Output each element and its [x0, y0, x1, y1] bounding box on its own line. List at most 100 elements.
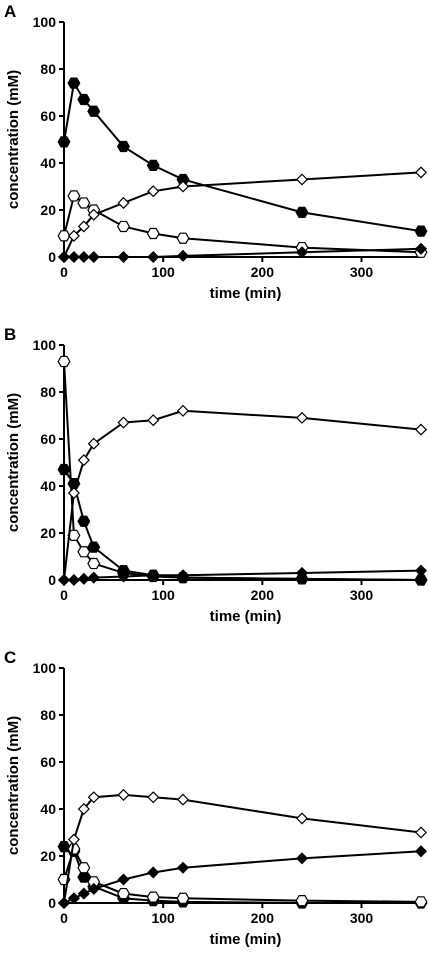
series-filled-diamond [57, 845, 428, 910]
data-point [146, 159, 160, 171]
data-point [57, 250, 71, 264]
data-point [67, 843, 81, 855]
y-tick-label: 0 [48, 572, 56, 588]
x-tick-label: 300 [350, 264, 374, 280]
data-point [67, 190, 81, 202]
series-line [63, 361, 422, 581]
data-point [87, 250, 100, 264]
y-tick-label: 80 [40, 707, 56, 723]
data-point [87, 791, 100, 804]
x-tick-label: 0 [60, 910, 68, 926]
series-line [64, 247, 422, 258]
data-point [77, 572, 90, 585]
data-point [87, 571, 100, 584]
data-point [147, 185, 160, 198]
x-tick-label: 200 [251, 587, 275, 603]
data-point [77, 802, 90, 816]
data-point [147, 791, 160, 804]
series-open-diamond [57, 166, 428, 264]
data-point [414, 574, 428, 586]
data-point [176, 180, 190, 193]
data-point [57, 896, 71, 910]
data-point [87, 208, 100, 221]
data-point [176, 249, 190, 262]
series-filled-hexagon [57, 840, 428, 909]
data-point [67, 77, 81, 89]
x-tick-label: 0 [60, 587, 68, 603]
y-tick-label: 0 [48, 895, 56, 911]
data-point [176, 861, 190, 874]
data-point [414, 423, 428, 436]
data-point [176, 404, 190, 417]
series-line [63, 468, 422, 581]
data-point [57, 230, 71, 242]
series-line [63, 793, 422, 904]
data-point [176, 892, 190, 904]
data-point [414, 826, 428, 839]
y-tick-label: 100 [33, 14, 57, 30]
data-point [414, 242, 428, 255]
x-tick-label: 300 [350, 587, 374, 603]
data-point [147, 569, 160, 582]
data-point [147, 414, 160, 427]
data-point [87, 882, 100, 895]
data-point [295, 411, 309, 424]
data-point [77, 546, 91, 558]
series-open-diamond [57, 788, 428, 910]
data-point [77, 250, 90, 264]
data-point [117, 416, 130, 429]
series-filled-diamond [57, 564, 428, 587]
data-point [414, 225, 428, 237]
data-point [67, 573, 80, 587]
data-point [414, 845, 428, 858]
y-tick-label: 80 [40, 384, 56, 400]
data-point [117, 140, 130, 153]
data-point [117, 220, 130, 233]
y-tick-label: 100 [33, 337, 57, 353]
data-point [87, 557, 101, 570]
y-axis-title: concentration (mM) [5, 70, 22, 209]
x-axis-title: time (min) [210, 608, 282, 625]
x-axis-title: time (min) [210, 285, 282, 302]
y-tick-label: 40 [40, 155, 56, 171]
y-tick-label: 60 [40, 754, 56, 770]
x-tick-label: 100 [151, 910, 175, 926]
data-point [87, 105, 101, 117]
data-point [117, 788, 130, 801]
y-tick-label: 20 [40, 848, 56, 864]
y-tick-label: 80 [40, 61, 56, 77]
data-point [57, 355, 71, 368]
x-axis-title: time (min) [210, 931, 282, 948]
series-filled-diamond [57, 242, 428, 264]
panel-a: A 0 20 40 60 80 100 0 100 200 300 time (min) concent… [4, 2, 428, 302]
data-point [117, 873, 130, 886]
data-point [57, 573, 71, 587]
data-point [117, 196, 130, 209]
data-point [295, 206, 309, 218]
data-point [295, 852, 309, 865]
panel-c: C 0 20 40 60 80 100 0 100 200 300 time (min) concent… [4, 648, 428, 948]
data-point [87, 541, 101, 553]
data-point [176, 232, 190, 244]
y-axis-title: concentration (mM) [5, 716, 22, 855]
data-point [295, 812, 309, 825]
x-tick-label: 200 [251, 264, 275, 280]
data-point [77, 197, 91, 209]
data-point [67, 892, 80, 905]
data-point [176, 793, 190, 806]
series-filled-hexagon [57, 77, 428, 237]
data-point [117, 250, 130, 264]
series-open-hexagon [57, 355, 428, 586]
y-tick-label: 40 [40, 478, 56, 494]
data-point [77, 862, 91, 874]
series-line [63, 171, 422, 258]
data-point [57, 463, 71, 476]
data-point [176, 569, 190, 582]
data-point [117, 887, 130, 900]
y-tick-label: 0 [48, 249, 56, 265]
panel-letter: A [4, 2, 16, 21]
data-point [414, 166, 428, 179]
panel-letter: B [4, 325, 16, 344]
